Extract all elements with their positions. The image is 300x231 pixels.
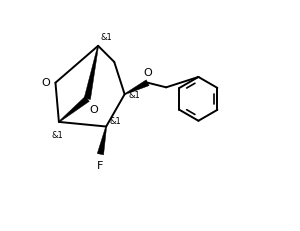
Text: F: F: [97, 160, 103, 170]
Text: &1: &1: [100, 33, 112, 42]
Text: O: O: [143, 68, 152, 78]
Polygon shape: [58, 97, 89, 123]
Text: O: O: [90, 104, 98, 114]
Text: &1: &1: [129, 90, 140, 99]
Text: O: O: [41, 77, 50, 87]
Polygon shape: [97, 127, 106, 155]
Polygon shape: [124, 80, 149, 95]
Polygon shape: [84, 46, 99, 100]
Text: &1: &1: [52, 131, 64, 139]
Text: &1: &1: [110, 117, 122, 126]
